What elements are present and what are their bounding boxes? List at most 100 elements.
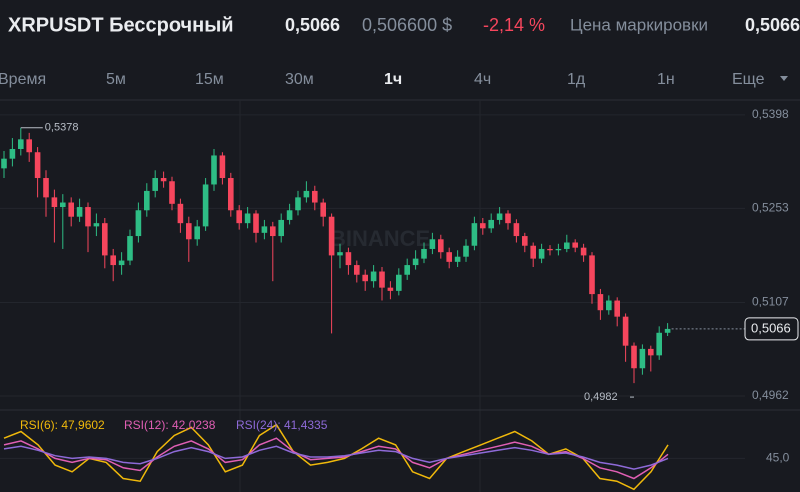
candle-body bbox=[286, 210, 293, 220]
candle-body bbox=[396, 274, 402, 291]
candle-body bbox=[412, 258, 419, 266]
candle-body bbox=[219, 155, 226, 179]
candle-body bbox=[421, 248, 427, 259]
candle-body bbox=[244, 213, 251, 224]
timeframe-tab[interactable]: 15м bbox=[195, 71, 224, 88]
candle-body bbox=[194, 226, 200, 240]
timeframe-tab[interactable]: Время bbox=[0, 71, 46, 88]
last-price: 0,5066 bbox=[285, 15, 340, 35]
y-tick-label: 0,5253 bbox=[752, 201, 789, 215]
timeframe-tab[interactable]: 1н bbox=[657, 71, 675, 88]
candle-body bbox=[228, 178, 234, 211]
candle-body bbox=[144, 190, 150, 211]
candle-body bbox=[547, 248, 553, 251]
candle-body bbox=[370, 271, 377, 282]
candle-body bbox=[555, 248, 562, 251]
candle-body bbox=[606, 300, 612, 311]
candle-body bbox=[572, 242, 578, 248]
timeframe-tab[interactable]: 1д bbox=[567, 71, 586, 88]
annotation-label: 0,4982 bbox=[584, 391, 618, 403]
watermark: BINANCE bbox=[330, 226, 430, 251]
y-tick-label: 45,0 bbox=[766, 451, 790, 465]
rsi-chart: 45,0 RSI(6): 47,9602 RSI(12): 42,0238 RSI(2… bbox=[0, 418, 790, 491]
candle-body bbox=[614, 300, 620, 317]
candle-body bbox=[337, 252, 343, 256]
candle-body bbox=[253, 213, 259, 233]
candle-body bbox=[480, 223, 486, 229]
candle-body bbox=[68, 202, 74, 217]
candle-body bbox=[387, 287, 394, 291]
candle-body bbox=[169, 181, 175, 204]
candle-body bbox=[9, 149, 16, 159]
candle-body bbox=[664, 328, 671, 333]
candle-body bbox=[631, 345, 637, 369]
candle-body bbox=[26, 139, 32, 153]
y-tick-label: 0,4962 bbox=[752, 388, 789, 402]
candle-body bbox=[152, 178, 158, 191]
candle-body bbox=[177, 203, 184, 224]
candle-body bbox=[51, 197, 58, 208]
candle-body bbox=[589, 255, 595, 295]
timeframe-tab[interactable]: 5м bbox=[106, 71, 126, 88]
candle-body bbox=[236, 210, 242, 224]
candle-body bbox=[429, 239, 436, 249]
candle-body bbox=[454, 256, 461, 262]
candle-body bbox=[538, 248, 545, 259]
y-tick-label: 0,5107 bbox=[752, 295, 789, 309]
more-caret bbox=[780, 76, 788, 81]
candle-body bbox=[160, 178, 167, 182]
timeframe-tab[interactable]: 1ч bbox=[384, 71, 402, 88]
candle-body bbox=[505, 213, 511, 224]
candle-body bbox=[379, 271, 385, 288]
price-usd: 0,506600 $ bbox=[362, 15, 452, 35]
candle-body bbox=[43, 178, 49, 198]
legend-entry: RSI(12): 42,0238 bbox=[124, 418, 216, 432]
candle-body bbox=[622, 316, 629, 346]
rsi-line bbox=[3, 423, 669, 491]
candle-body bbox=[328, 216, 335, 256]
candle-body bbox=[446, 252, 452, 262]
candle-body bbox=[76, 207, 83, 217]
candle-body bbox=[438, 239, 444, 253]
candle-body bbox=[404, 265, 410, 275]
rsi-line bbox=[3, 445, 669, 470]
candle-body bbox=[463, 245, 469, 257]
candle-body bbox=[320, 202, 326, 217]
candle-body bbox=[34, 152, 41, 179]
symbol-title: XRPUSDT Бессрочный bbox=[8, 14, 234, 36]
candle-body bbox=[597, 294, 604, 311]
candle-body bbox=[278, 219, 284, 237]
candle-body bbox=[639, 348, 646, 369]
timeframe-tab[interactable]: Еще bbox=[732, 71, 765, 88]
candle-body bbox=[362, 274, 368, 282]
last-price-label: 0,5066 bbox=[751, 320, 791, 335]
price-change: -2,14 % bbox=[483, 15, 545, 35]
y-tick-label: 0,5398 bbox=[752, 107, 789, 121]
mark-label: Цена маркировки bbox=[570, 15, 708, 34]
candle-body bbox=[186, 223, 192, 240]
candle-body bbox=[211, 155, 217, 185]
candle-body bbox=[564, 242, 570, 249]
candle-body bbox=[312, 190, 318, 203]
candle-body bbox=[496, 213, 503, 220]
timeframe-tabs: Время 5м 15м 30м 1ч 4ч 1д 1н Еще bbox=[0, 71, 765, 88]
candle-body bbox=[127, 236, 133, 261]
last-price-box bbox=[744, 317, 799, 341]
timeframe-tab[interactable]: 4ч bbox=[474, 71, 491, 88]
candle-body bbox=[261, 226, 268, 233]
candle-body bbox=[303, 190, 310, 198]
candle-body bbox=[102, 223, 108, 256]
candle-body bbox=[580, 247, 587, 256]
candle-body bbox=[270, 226, 276, 237]
mark-price: 0,5066 bbox=[745, 15, 800, 35]
price-chart: BINANCE 0,5398 0,5253 0,5107 0,4962 0,5378 0,4… bbox=[0, 107, 799, 403]
candle-body bbox=[656, 332, 662, 356]
candle-body bbox=[513, 223, 520, 237]
candle-body bbox=[488, 219, 494, 229]
candle-body bbox=[202, 184, 209, 227]
timeframe-tab[interactable]: 30м bbox=[285, 71, 314, 88]
candle-body bbox=[85, 207, 91, 227]
candle-body bbox=[648, 348, 654, 356]
annotation-label: 0,5378 bbox=[45, 122, 79, 134]
